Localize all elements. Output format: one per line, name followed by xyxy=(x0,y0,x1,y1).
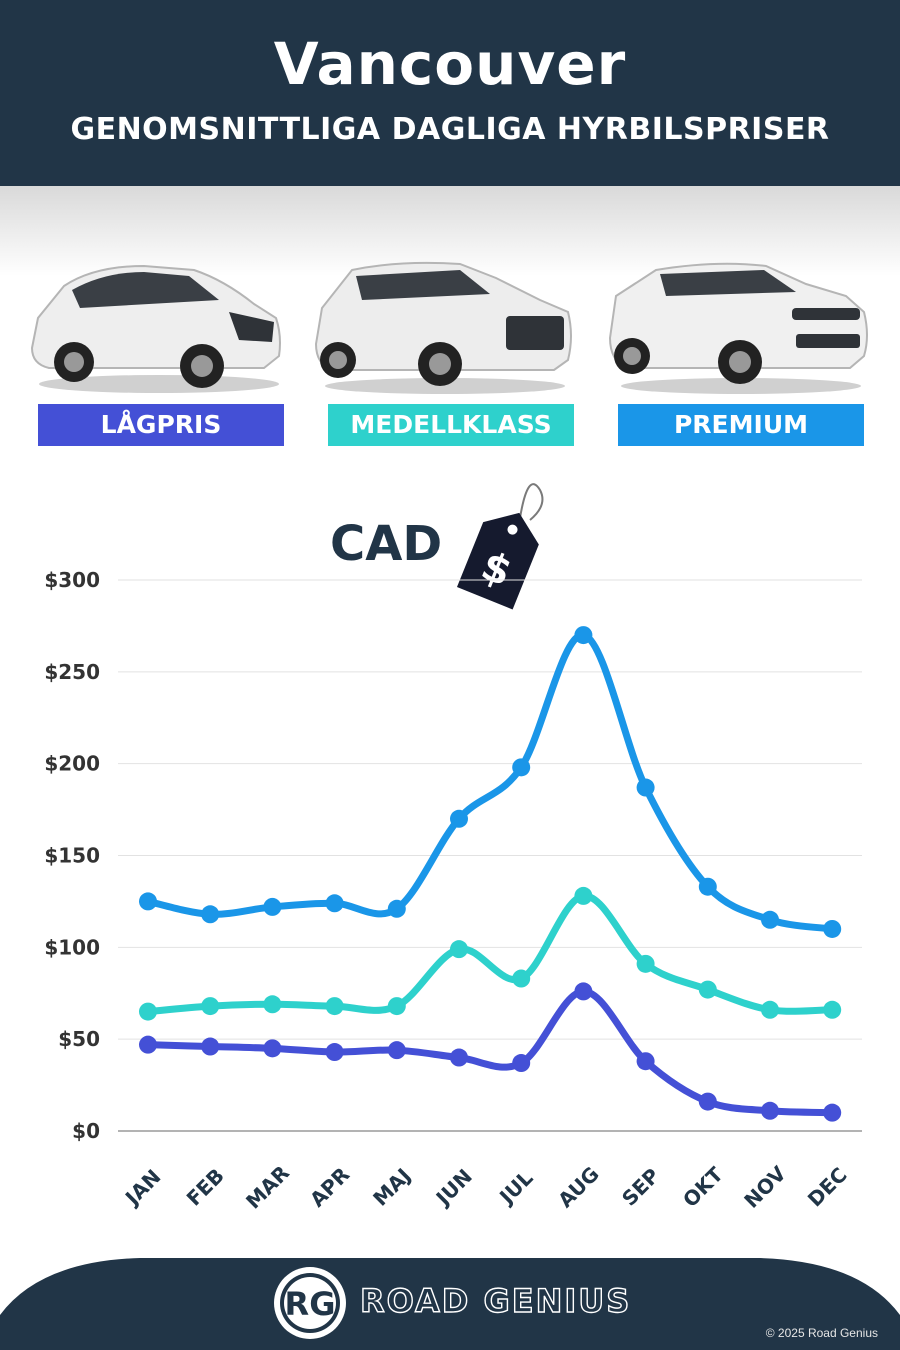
data-point xyxy=(450,810,468,828)
x-tick-label: APR xyxy=(305,1162,354,1211)
data-point xyxy=(263,995,281,1013)
data-point xyxy=(574,982,592,1000)
data-point xyxy=(139,1036,157,1054)
data-point xyxy=(388,1041,406,1059)
data-point xyxy=(263,1039,281,1057)
x-tick-label: JAN xyxy=(119,1165,165,1211)
data-point xyxy=(201,905,219,923)
data-point xyxy=(637,1052,655,1070)
x-tick-label: NOV xyxy=(739,1161,791,1213)
data-point xyxy=(263,898,281,916)
brand-name: ROAD GENIUS xyxy=(360,1282,631,1320)
data-point xyxy=(637,779,655,797)
data-point xyxy=(823,920,841,938)
x-tick-label: FEB xyxy=(182,1164,229,1211)
x-tick-label: AUG xyxy=(553,1162,604,1213)
data-point xyxy=(201,997,219,1015)
logo-initials: RG xyxy=(285,1285,336,1323)
category-label-budget: LÅGPRIS xyxy=(38,404,284,446)
data-point xyxy=(699,1093,717,1111)
currency-label: CAD xyxy=(330,516,442,572)
data-point xyxy=(388,997,406,1015)
premium-suv-icon xyxy=(606,256,868,396)
x-tick-label: JUN xyxy=(430,1164,477,1211)
category-label-mid: MEDELLKLASS xyxy=(328,404,574,446)
data-point xyxy=(139,1003,157,1021)
series-line xyxy=(148,635,832,929)
x-tick-label: MAR xyxy=(241,1161,294,1214)
series-line xyxy=(148,991,832,1112)
y-tick-label: $250 xyxy=(44,660,100,684)
y-tick-label: $50 xyxy=(58,1027,100,1051)
data-point xyxy=(637,955,655,973)
x-tick-label: OKT xyxy=(678,1162,728,1212)
copyright: © 2025 Road Genius xyxy=(766,1326,878,1340)
data-point xyxy=(388,900,406,918)
x-tick-label: SEP xyxy=(617,1163,664,1210)
y-tick-label: $0 xyxy=(72,1119,100,1143)
y-tick-label: $100 xyxy=(44,935,100,959)
data-point xyxy=(761,1102,779,1120)
hatchback-car-icon xyxy=(24,256,286,396)
data-point xyxy=(574,626,592,644)
line-chart: CAD $ $0 $50 $100 $150 $200 $250 $300 JAN FEB MA… xyxy=(0,460,900,1220)
suv-car-icon xyxy=(310,256,572,396)
data-point xyxy=(326,894,344,912)
data-point xyxy=(574,887,592,905)
x-tick-label: JUL xyxy=(493,1166,537,1210)
city-title: Vancouver xyxy=(0,30,900,98)
data-point xyxy=(512,758,530,776)
price-tag-icon: $ xyxy=(457,484,547,609)
data-point xyxy=(326,997,344,1015)
subtitle: GENOMSNITTLIGA DAGLIGA HYRBILSPRISER xyxy=(0,112,900,147)
data-point xyxy=(823,1001,841,1019)
category-label-premium: PREMIUM xyxy=(618,404,864,446)
x-tick-label: MAJ xyxy=(368,1163,415,1210)
data-point xyxy=(201,1038,219,1056)
data-point xyxy=(512,1054,530,1072)
data-point xyxy=(450,1049,468,1067)
y-tick-label: $200 xyxy=(44,752,100,776)
header: Vancouver GENOMSNITTLIGA DAGLIGA HYRBILS… xyxy=(0,0,900,186)
data-point xyxy=(823,1104,841,1122)
data-point xyxy=(761,911,779,929)
data-point xyxy=(326,1043,344,1061)
data-point xyxy=(699,981,717,999)
data-point xyxy=(761,1001,779,1019)
data-point xyxy=(139,892,157,910)
x-tick-label: DEC xyxy=(803,1163,852,1212)
data-point xyxy=(699,878,717,896)
road-genius-logo-icon: RG xyxy=(274,1267,346,1339)
y-tick-label: $150 xyxy=(44,844,100,868)
data-point xyxy=(450,940,468,958)
data-point xyxy=(512,970,530,988)
y-tick-label: $300 xyxy=(44,568,100,592)
